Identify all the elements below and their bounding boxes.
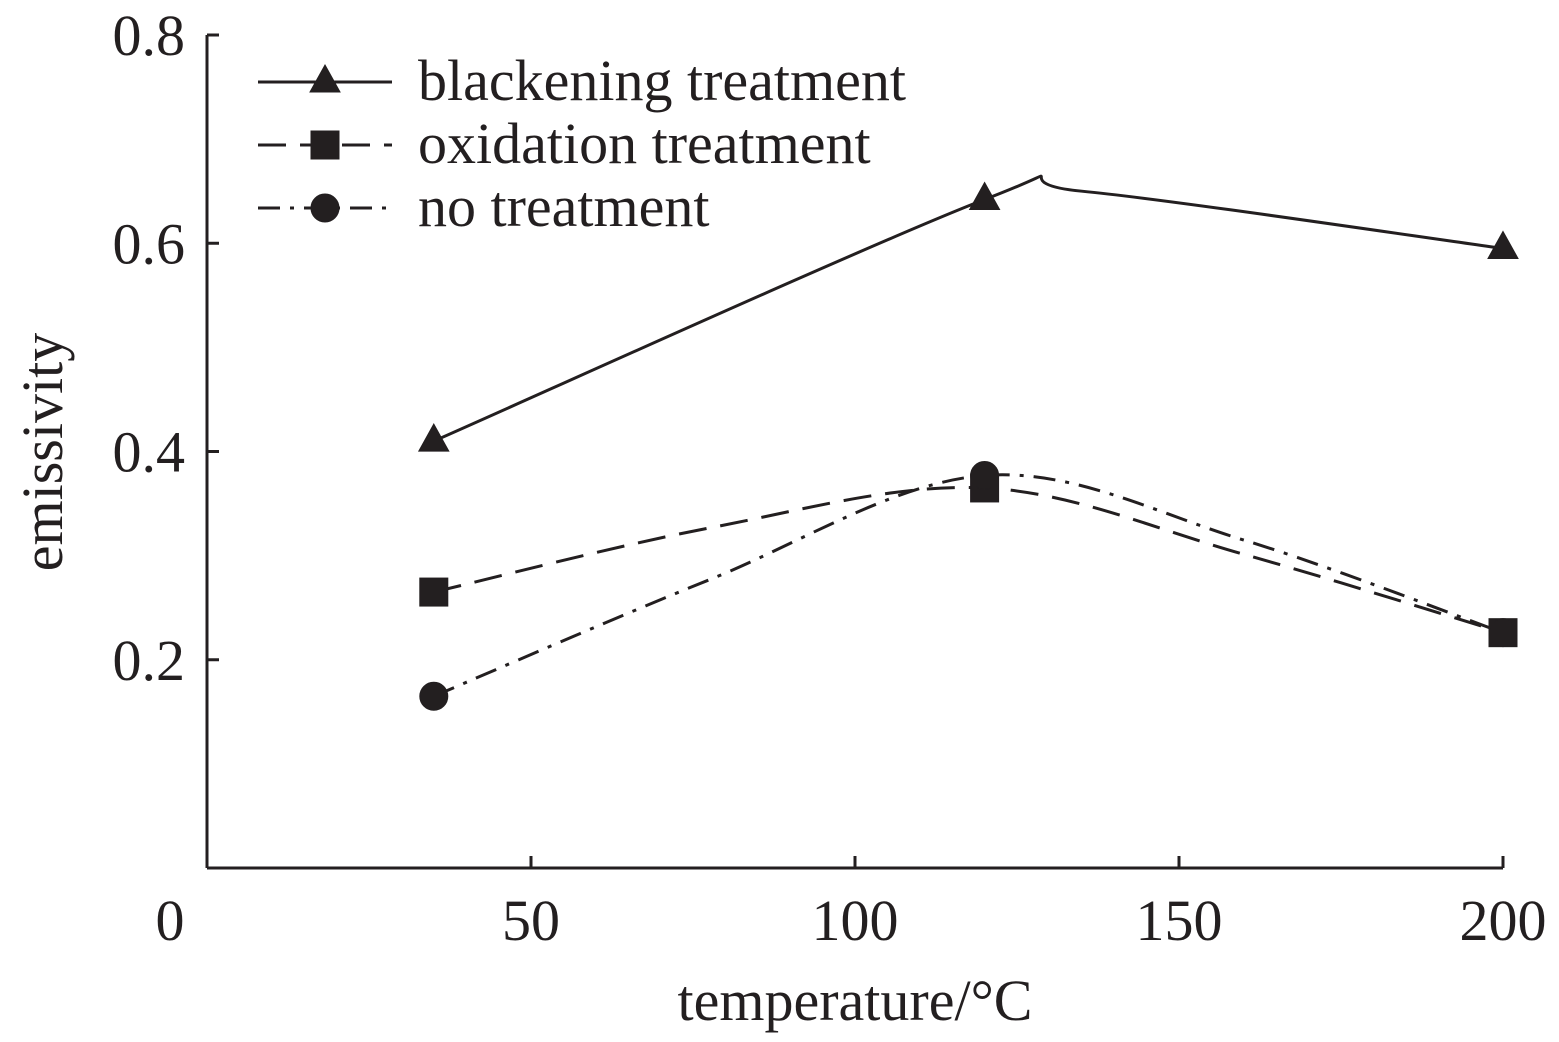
legend-item: no treatment (258, 174, 710, 239)
legend-label: blackening treatment (418, 48, 906, 113)
x-tick-label: 50 (502, 888, 560, 953)
y-tick-label: 0.8 (113, 3, 186, 68)
series-circle (419, 460, 1518, 711)
legend-marker-circle (310, 193, 340, 223)
series-line (433, 174, 1504, 443)
series-square (419, 473, 1518, 648)
y-tick-label: 0.2 (113, 628, 186, 693)
x-tick-label: 150 (1136, 888, 1223, 953)
x-tick-label: 0 (156, 888, 185, 953)
y-tick-label: 0.4 (113, 420, 186, 485)
y-axis-title: emissivity (10, 333, 75, 571)
series-triangle (417, 174, 1519, 452)
series-line (433, 473, 1504, 698)
x-axis-title: temperature/°C (678, 968, 1033, 1033)
data-point-triangle (968, 181, 1001, 211)
legend-item: blackening treatment (258, 48, 906, 113)
legend-label: no treatment (418, 174, 710, 239)
legend-label: oxidation treatment (418, 111, 871, 176)
data-point-circle (1488, 618, 1518, 648)
legend-marker-square (310, 130, 340, 160)
series-layer (417, 174, 1519, 711)
series-line (433, 485, 1504, 635)
data-point-triangle (1487, 230, 1519, 259)
x-tick-label: 100 (812, 888, 899, 953)
data-point-circle (419, 681, 449, 711)
ticks: 0 50 100 150 200 0.2 0.4 0.6 0.8 (113, 3, 1547, 953)
y-tick-label: 0.6 (113, 211, 186, 276)
data-point-triangle (417, 423, 450, 452)
legend-item: oxidation treatment (258, 111, 871, 176)
legend-marker-triangle (309, 63, 341, 93)
data-point-square (419, 577, 449, 607)
x-tick-label: 200 (1460, 888, 1547, 953)
data-point-circle (970, 460, 1000, 490)
